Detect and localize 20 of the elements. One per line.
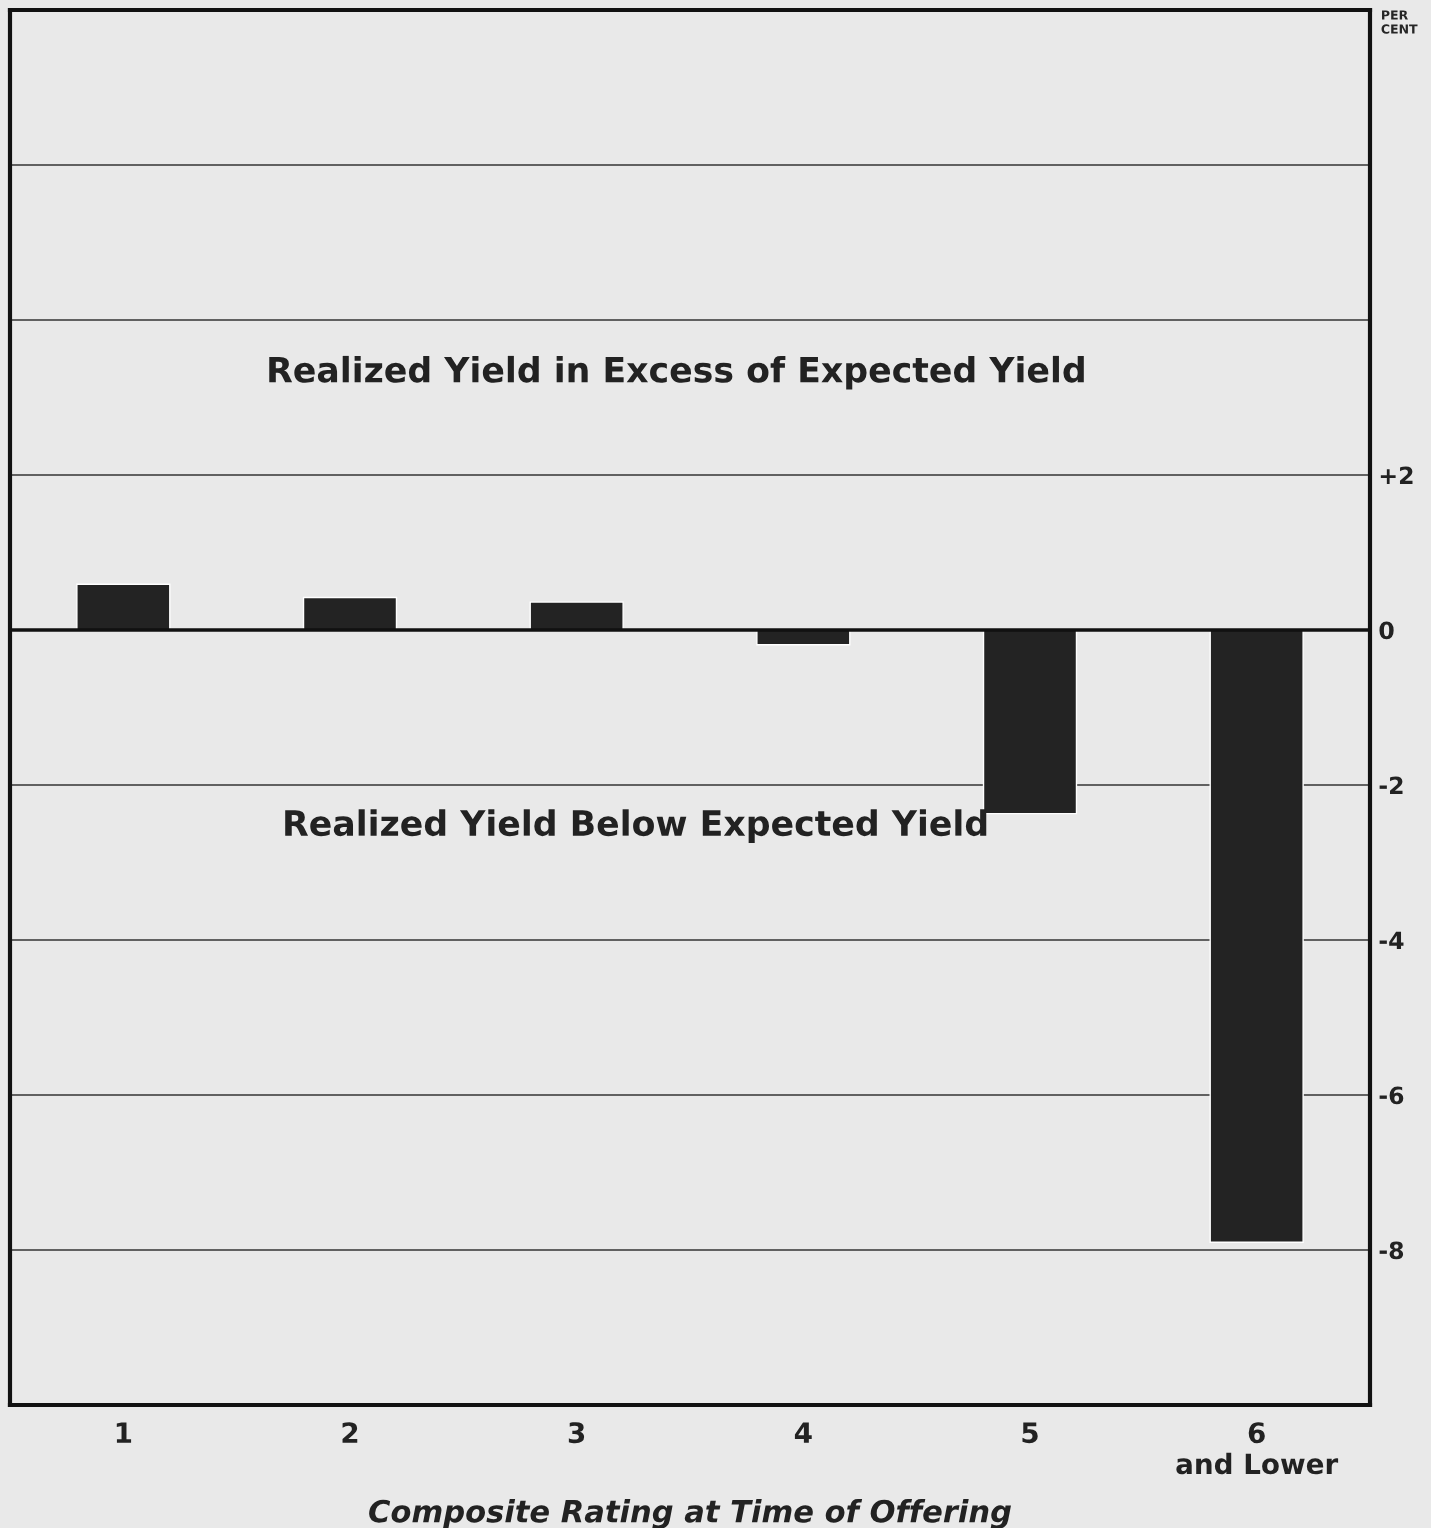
bar	[302, 596, 398, 631]
y-tick-label: +2	[1380, 466, 1413, 484]
y-tick-label: -8	[1379, 1241, 1404, 1260]
annotation: Realized Yield Below Expected Yield	[285, 809, 987, 843]
y-tick-label: 0	[1379, 621, 1394, 640]
y-axis-title: PER CENT	[1381, 10, 1418, 34]
bar	[1209, 629, 1304, 1243]
bar	[529, 601, 624, 631]
annotation: Realized Yield in Excess of Expected Yield	[269, 355, 1084, 390]
x-tick-label: 3	[568, 1422, 585, 1444]
y-tick-label: -2	[1379, 776, 1403, 794]
y-tick-label: -6	[1379, 1086, 1404, 1105]
x-axis-title: Composite Rating at Time of Offering	[369, 1499, 1011, 1528]
x-tick-label: 2	[342, 1422, 358, 1443]
x-tick-label: 4	[794, 1422, 812, 1443]
x-tick-label: 6 and Lower	[1176, 1422, 1339, 1475]
bar	[76, 583, 171, 631]
x-tick-label: 1	[116, 1422, 132, 1443]
x-tick-label: 5	[1022, 1422, 1038, 1444]
y-tick-label: -4	[1379, 931, 1404, 949]
